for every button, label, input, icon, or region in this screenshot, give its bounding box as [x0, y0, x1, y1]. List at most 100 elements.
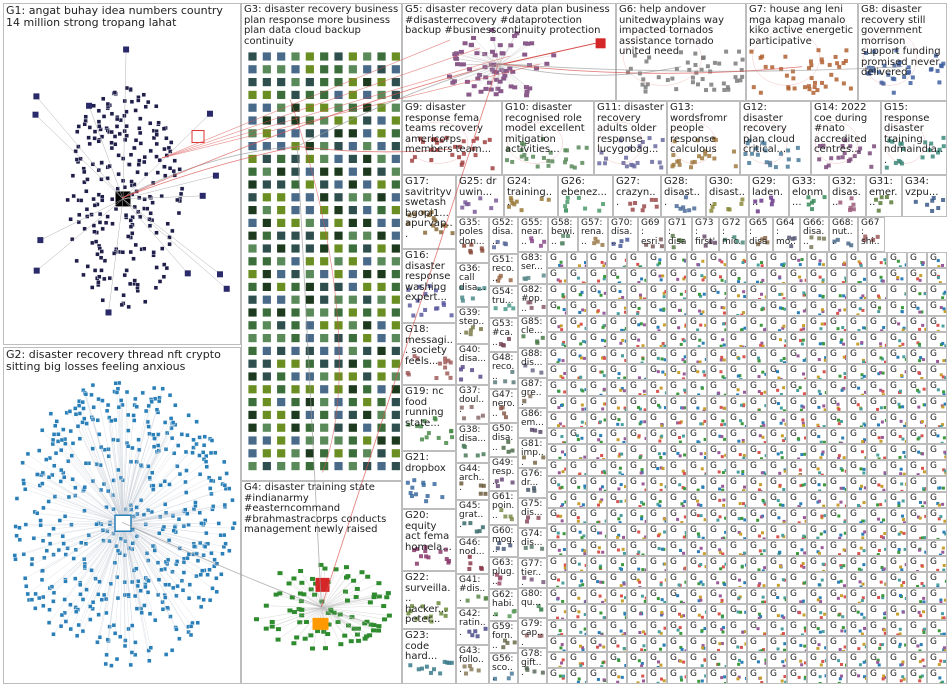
node: [616, 500, 620, 504]
node: [439, 230, 444, 235]
node: [576, 276, 580, 280]
node: [247, 166, 258, 177]
node: [405, 370, 410, 375]
node: [623, 632, 626, 635]
node: [870, 66, 875, 71]
node: [900, 277, 904, 281]
node: [583, 206, 588, 211]
node: [143, 408, 149, 414]
node: [95, 252, 100, 257]
node: [881, 677, 885, 681]
small-group-box: G: [687, 508, 707, 524]
node: [877, 310, 881, 314]
node: [436, 435, 441, 440]
node: [622, 328, 626, 331]
group-box-g68: G68: nut...: [829, 217, 858, 252]
node: [684, 580, 686, 584]
node: [809, 76, 814, 81]
small-group-box: G: [687, 588, 707, 604]
node: [532, 488, 537, 493]
node: [578, 354, 582, 358]
node: [121, 293, 126, 298]
node: [130, 541, 135, 546]
node: [325, 632, 331, 637]
group-box-g43: G43: follo...: [456, 645, 489, 684]
node: [556, 514, 560, 518]
small-group-box: G: [667, 492, 687, 508]
node: [862, 642, 866, 646]
node: [75, 129, 80, 134]
node: [685, 60, 690, 65]
node: [78, 198, 84, 203]
node: [163, 582, 168, 587]
node: [562, 532, 566, 536]
node: [351, 578, 357, 583]
node: [80, 420, 85, 425]
node: [658, 500, 662, 504]
node: [720, 306, 724, 310]
small-group-box: G: [827, 268, 847, 284]
node: [896, 275, 900, 279]
small-group-box: G: [607, 444, 627, 460]
small-group-box: G: [767, 572, 787, 588]
node: [87, 141, 92, 147]
node: [939, 64, 944, 69]
node: [199, 192, 206, 199]
node: [941, 405, 945, 409]
node: [820, 452, 824, 456]
node: [598, 420, 602, 424]
node: [745, 141, 750, 146]
node: [922, 596, 926, 600]
node: [89, 392, 94, 398]
node: [133, 108, 138, 113]
node: [696, 406, 700, 410]
small-group-box: G: [787, 460, 807, 476]
node: [304, 422, 315, 433]
node: [362, 166, 373, 177]
node: [137, 126, 142, 131]
node: [637, 323, 641, 327]
node: [156, 432, 161, 437]
node: [721, 338, 725, 342]
small-group-box: G: [607, 396, 627, 412]
small-group-box: G: [567, 380, 587, 396]
node: [508, 196, 513, 201]
node: [82, 416, 87, 421]
node: [50, 437, 56, 443]
node: [34, 511, 40, 516]
small-group-box: G: [627, 556, 647, 572]
node: [191, 544, 197, 549]
small-group-box: G: [867, 556, 887, 572]
node: [739, 403, 743, 407]
node: [643, 599, 646, 603]
node: [901, 610, 905, 614]
node: [800, 633, 804, 635]
group-nodes: [490, 558, 517, 588]
node: [620, 423, 624, 427]
node: [684, 531, 686, 535]
node: [412, 478, 417, 483]
node: [702, 370, 706, 374]
node: [185, 432, 190, 438]
node: [14, 496, 20, 501]
node: [533, 460, 538, 465]
node: [942, 292, 946, 296]
node: [798, 468, 802, 472]
node: [818, 342, 822, 346]
node: [304, 51, 315, 62]
node: [92, 229, 97, 234]
node: [848, 144, 853, 149]
node: [290, 217, 301, 228]
node: [707, 153, 712, 158]
node: [584, 473, 586, 475]
node: [564, 311, 566, 315]
node: [916, 277, 920, 281]
node: [129, 650, 135, 655]
small-group-box: G: [647, 540, 667, 556]
small-group-box: G: [607, 348, 627, 364]
node: [347, 179, 358, 190]
node: [208, 486, 213, 491]
node: [164, 153, 169, 158]
node: [319, 256, 330, 267]
node: [679, 675, 683, 679]
